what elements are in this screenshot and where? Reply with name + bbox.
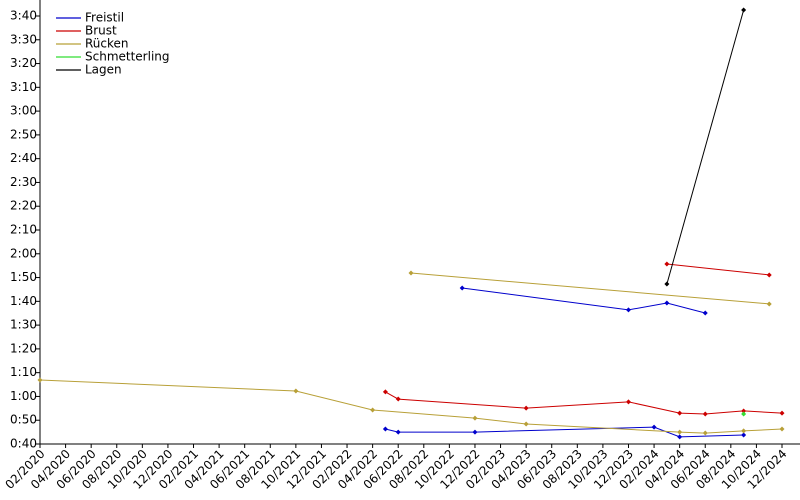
data-point: [766, 301, 772, 307]
data-point: [677, 434, 683, 440]
y-tick-label: 3:20: [10, 56, 37, 70]
data-point: [702, 430, 708, 436]
data-point: [408, 270, 414, 276]
y-tick-label: 3:30: [10, 32, 37, 46]
y-tick-label: 2:10: [10, 223, 37, 237]
legend-label: Brust: [85, 24, 117, 38]
data-point: [459, 285, 465, 291]
series-line: [666, 9, 745, 285]
data-point: [677, 429, 683, 435]
data-point: [741, 428, 747, 434]
legend-label: Freistil: [85, 11, 124, 25]
y-tick-label: 2:50: [10, 127, 37, 141]
y-tick-label: 0:40: [10, 437, 37, 451]
data-point: [625, 399, 631, 405]
y-tick-label: 1:20: [10, 341, 37, 355]
series-line: [39, 272, 783, 434]
data-point: [702, 310, 708, 316]
y-tick-label: 2:30: [10, 175, 37, 189]
data-point: [741, 408, 747, 414]
legend-label: Rücken: [85, 37, 129, 51]
data-point: [664, 300, 670, 306]
y-tick-label: 1:10: [10, 365, 37, 379]
data-point: [472, 429, 478, 435]
y-tick-label: 2:00: [10, 246, 37, 260]
series-line: [385, 263, 783, 415]
data-point: [766, 272, 772, 278]
data-point: [779, 410, 785, 416]
data-point: [370, 407, 376, 413]
y-tick-label: 1:50: [10, 270, 37, 284]
legend-label: Lagen: [85, 63, 122, 77]
data-point: [293, 388, 299, 394]
data-point: [625, 307, 631, 313]
y-tick-label: 2:40: [10, 151, 37, 165]
legend-label: Schmetterling: [85, 50, 170, 64]
data-point: [677, 410, 683, 416]
data-point: [395, 429, 401, 435]
data-point: [741, 432, 747, 438]
data-point: [741, 411, 747, 417]
data-point: [382, 426, 388, 432]
data-point: [664, 261, 670, 267]
y-tick-label: 1:30: [10, 318, 37, 332]
data-point: [395, 396, 401, 402]
data-point: [779, 426, 785, 432]
data-point: [37, 377, 43, 383]
data-point: [702, 411, 708, 417]
data-point: [382, 389, 388, 395]
y-tick-label: 1:00: [10, 389, 37, 403]
data-point: [523, 421, 529, 427]
data-point: [664, 281, 670, 287]
y-tick-label: 1:40: [10, 294, 37, 308]
data-point: [651, 424, 657, 430]
y-tick-label: 3:00: [10, 104, 37, 118]
data-point: [741, 7, 747, 13]
y-tick-label: 2:20: [10, 199, 37, 213]
series-line: [385, 287, 744, 438]
data-point: [472, 415, 478, 421]
data-point: [523, 405, 529, 411]
y-tick-label: 0:50: [10, 413, 37, 427]
y-tick-label: 3:10: [10, 80, 37, 94]
y-tick-label: 3:40: [10, 9, 37, 23]
